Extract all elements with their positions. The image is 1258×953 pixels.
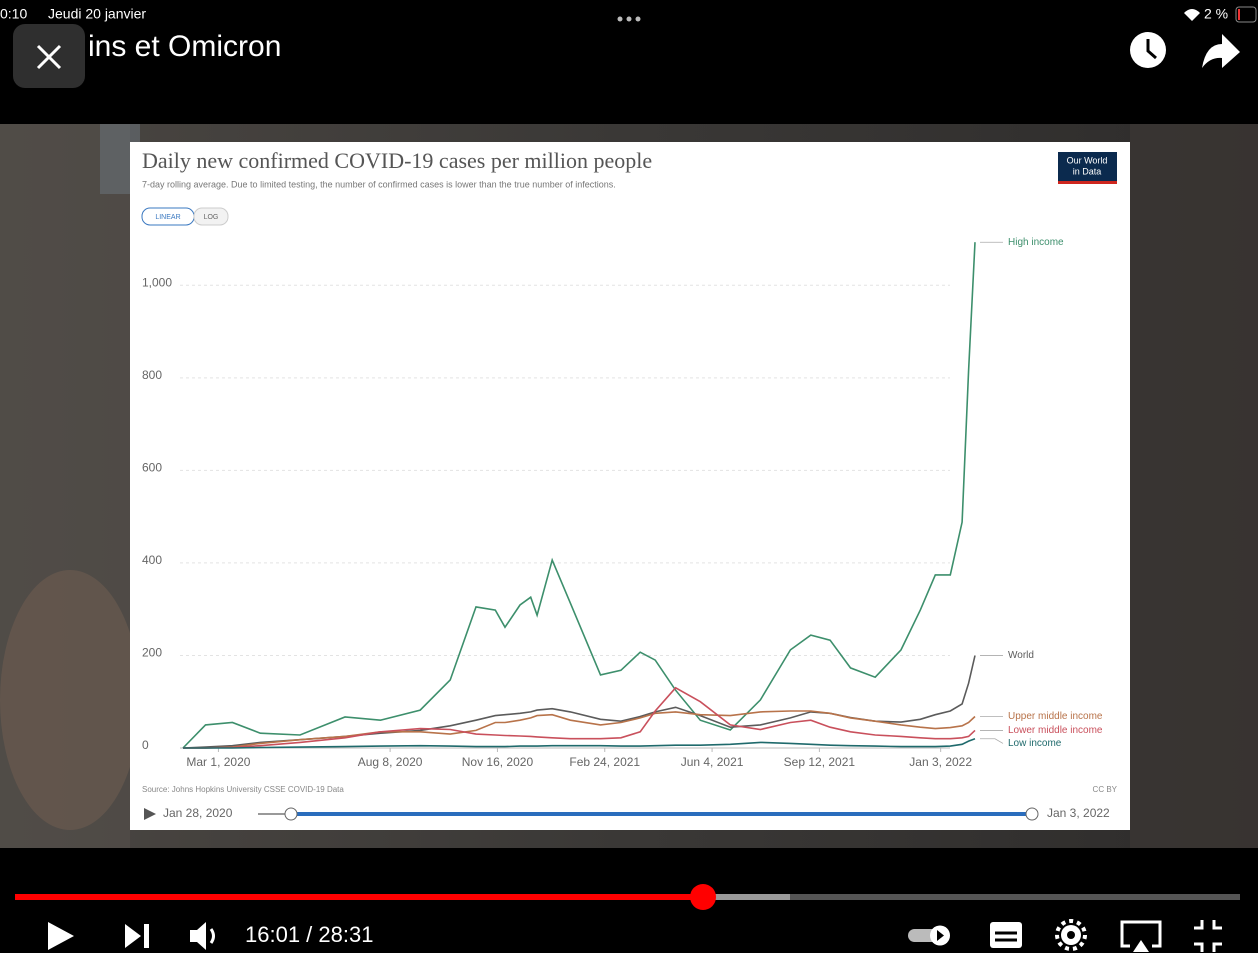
screen: 0:10 Jeudi 20 janvier 2 % ins et Omicron… xyxy=(0,0,1258,953)
multitask-dot[interactable] xyxy=(636,17,641,22)
x-tick-label: Mar 1, 2020 xyxy=(186,755,250,769)
series-label: World xyxy=(1008,650,1034,661)
battery-fill xyxy=(1238,9,1240,20)
y-tick-label: 800 xyxy=(142,368,162,382)
owid-logo-text: in Data xyxy=(1073,166,1102,176)
chart-license: CC BY xyxy=(1093,785,1118,794)
x-tick-label: Aug 8, 2020 xyxy=(358,755,423,769)
battery-level: 2 % xyxy=(1204,6,1228,22)
video-backdrop xyxy=(1130,124,1258,848)
multitask-dot[interactable] xyxy=(627,17,632,22)
progress-handle[interactable] xyxy=(690,884,716,910)
linear-label[interactable]: LINEAR xyxy=(155,214,180,221)
timeline-handle[interactable] xyxy=(1026,808,1038,820)
video-backdrop xyxy=(0,570,140,830)
log-label[interactable]: LOG xyxy=(204,214,219,221)
time-display: 16:01 / 28:31 xyxy=(245,922,373,947)
chart-source: Source: Johns Hopkins University CSSE CO… xyxy=(142,785,344,794)
video-title: ins et Omicron xyxy=(88,30,281,63)
series-label: Upper middle income xyxy=(1008,711,1103,722)
chart-card xyxy=(130,142,1130,830)
series-label: Lower middle income xyxy=(1008,725,1103,736)
y-tick-label: 1,000 xyxy=(142,275,172,289)
chart-title: Daily new confirmed COVID-19 cases per m… xyxy=(142,148,652,173)
series-label: High income xyxy=(1008,237,1064,248)
timeline-start: Jan 28, 2020 xyxy=(163,806,233,820)
y-tick-label: 0 xyxy=(142,738,149,752)
owid-logo-text: Our World xyxy=(1067,155,1108,165)
x-tick-label: Jan 3, 2022 xyxy=(909,755,972,769)
page: Video player screenshot {"status_bar": {… xyxy=(0,0,1258,953)
x-tick-label: Feb 24, 2021 xyxy=(569,755,640,769)
timeline-end: Jan 3, 2022 xyxy=(1047,806,1110,820)
y-tick-label: 400 xyxy=(142,553,162,567)
progress-played[interactable] xyxy=(15,894,703,900)
chart-subtitle: 7-day rolling average. Due to limited te… xyxy=(142,179,616,189)
multitask-dot[interactable] xyxy=(618,17,623,22)
x-tick-label: Sep 12, 2021 xyxy=(784,755,856,769)
status-time: 0:10 xyxy=(0,6,27,22)
timeline-handle[interactable] xyxy=(285,808,297,820)
body: 0:10 Jeudi 20 janvier 2 % ins et Omicron… xyxy=(0,0,1258,953)
y-tick-label: 600 xyxy=(142,461,162,475)
captions-button[interactable] xyxy=(990,922,1022,948)
status-date: Jeudi 20 janvier xyxy=(48,6,146,22)
owid-logo-bar xyxy=(1058,181,1117,184)
y-tick-label: 200 xyxy=(142,646,162,660)
x-tick-label: Jun 4, 2021 xyxy=(681,755,744,769)
settings-hole xyxy=(1067,931,1075,939)
series-label: Low income xyxy=(1008,738,1062,749)
x-tick-label: Nov 16, 2020 xyxy=(462,755,534,769)
